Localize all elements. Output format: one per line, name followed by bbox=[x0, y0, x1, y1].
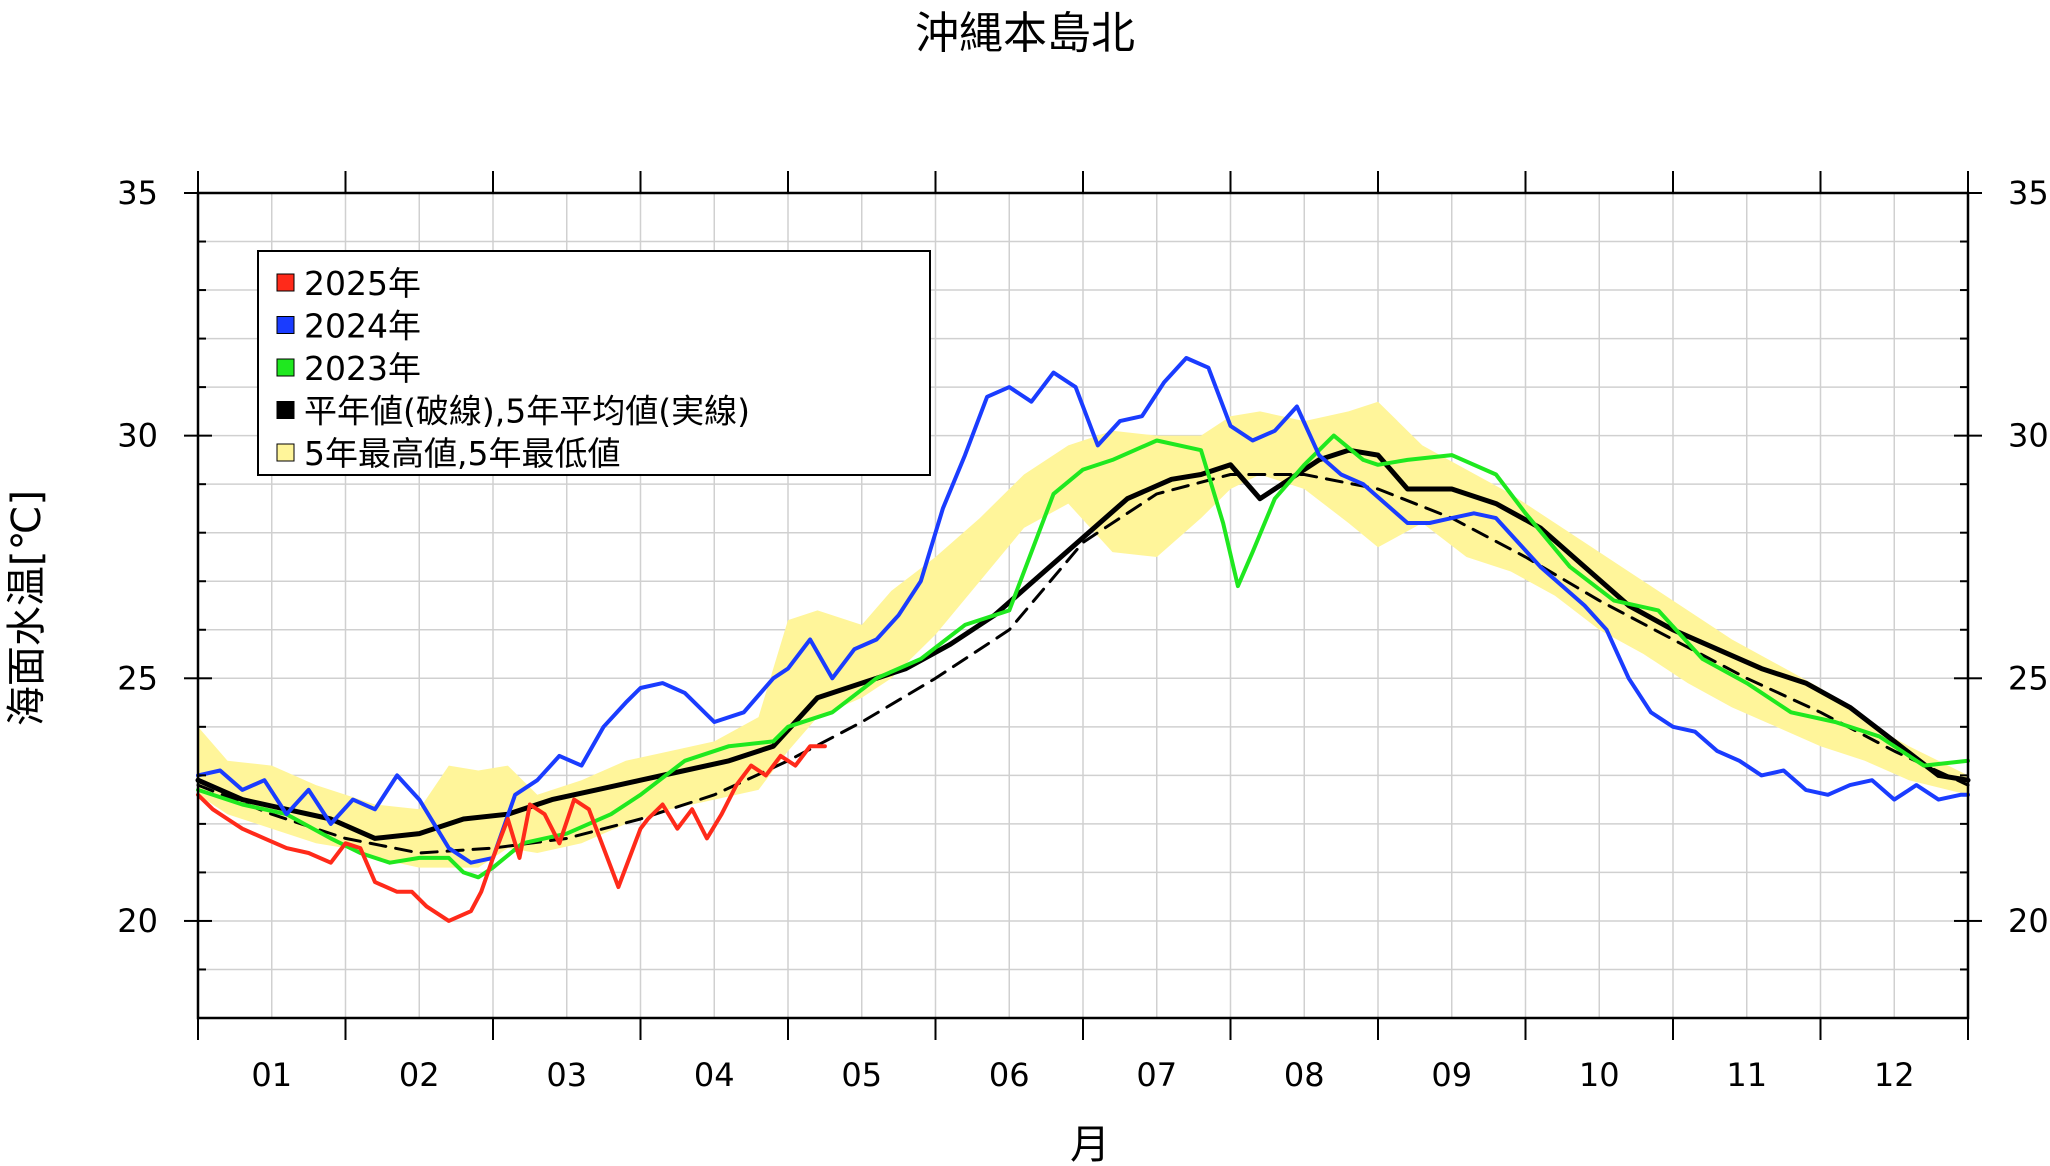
legend: 2025年 2024年2023年平年値(破線),5年平均値(実線)5年最高値,5年… bbox=[257, 250, 931, 476]
chart-title: 沖縄本島北 bbox=[915, 8, 1135, 59]
y-tick-label-right: 20 bbox=[2008, 902, 2049, 940]
y-tick-label-right: 30 bbox=[2008, 417, 2049, 455]
series-line-2 bbox=[196, 433, 1970, 880]
y-axis-label: 海面水温[℃] bbox=[4, 490, 50, 726]
legend-box bbox=[257, 250, 931, 476]
legend-label-2: 2023年 bbox=[304, 349, 421, 388]
legend-swatch-0 bbox=[276, 273, 295, 292]
x-tick-label: 01 bbox=[251, 1056, 292, 1094]
series-line-3 bbox=[195, 447, 1971, 841]
y-tick-label-left: 30 bbox=[117, 417, 158, 455]
legend-label-0: 2025年 bbox=[304, 264, 421, 303]
legend-label-1: 2024年 bbox=[304, 307, 421, 346]
x-tick-label: 11 bbox=[1726, 1056, 1767, 1094]
axes: 20 20 25 25 30 30 35 35 01 02 03 04 05 06 07 08 09 10 11 12 bbox=[117, 171, 2049, 1094]
y-tick-label-right: 35 bbox=[2008, 174, 2049, 212]
legend-swatch-1 bbox=[276, 316, 295, 334]
series-line-0 bbox=[196, 744, 827, 923]
y-tick-label-left: 25 bbox=[117, 659, 158, 697]
series-line-4 bbox=[196, 473, 1970, 855]
legend-label-4: 5年最高値,5年最低値 bbox=[304, 434, 620, 473]
legend-swatch-2 bbox=[276, 358, 295, 377]
x-tick-label: 07 bbox=[1136, 1056, 1177, 1094]
legend-label-3: 平年値(破線),5年平均値(実線) bbox=[304, 392, 750, 431]
x-tick-label: 12 bbox=[1874, 1056, 1915, 1094]
x-tick-label: 04 bbox=[694, 1056, 735, 1094]
x-tick-label: 05 bbox=[841, 1056, 882, 1094]
x-tick-label: 08 bbox=[1284, 1056, 1325, 1094]
x-tick-label: 02 bbox=[399, 1056, 440, 1094]
y-tick-label-right: 25 bbox=[2008, 659, 2049, 697]
x-tick-label: 10 bbox=[1579, 1056, 1620, 1094]
y-tick-label-left: 20 bbox=[117, 902, 158, 940]
legend-swatch-3 bbox=[276, 401, 295, 419]
y-tick-label-left: 35 bbox=[117, 174, 158, 212]
series-lines bbox=[195, 356, 1971, 923]
x-tick-label: 03 bbox=[546, 1056, 587, 1094]
x-axis-label: 月 bbox=[1070, 1122, 1110, 1166]
legend-swatch-4 bbox=[276, 443, 295, 462]
x-tick-label: 09 bbox=[1431, 1056, 1472, 1094]
x-tick-label: 06 bbox=[989, 1056, 1030, 1094]
